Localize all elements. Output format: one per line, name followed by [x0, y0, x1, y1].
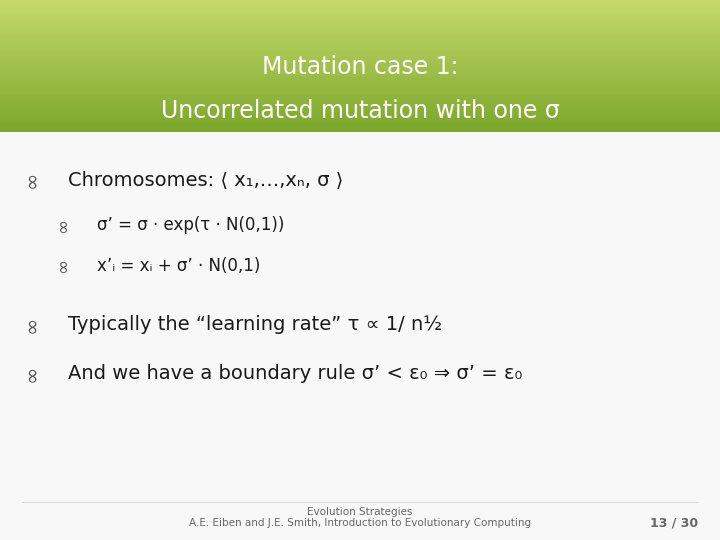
Text: ∞: ∞ — [22, 315, 42, 333]
Text: ∞: ∞ — [54, 258, 72, 273]
Bar — [0, 6, 720, 9]
Bar — [0, 126, 720, 128]
Bar — [0, 64, 720, 66]
Bar — [0, 16, 720, 18]
Bar — [0, 40, 720, 42]
Bar — [0, 75, 720, 77]
Bar — [0, 128, 720, 130]
Text: Evolution Strategies: Evolution Strategies — [307, 507, 413, 517]
Text: 13 / 30: 13 / 30 — [650, 516, 698, 529]
Bar — [0, 59, 720, 62]
Bar — [0, 88, 720, 90]
Bar — [0, 11, 720, 13]
Text: Chromosomes: ⟨ x₁,…,xₙ, σ ⟩: Chromosomes: ⟨ x₁,…,xₙ, σ ⟩ — [68, 170, 343, 189]
Bar — [0, 46, 720, 49]
Text: ∞: ∞ — [22, 365, 42, 382]
Bar — [0, 106, 720, 108]
Bar — [0, 55, 720, 57]
Bar — [0, 53, 720, 55]
Bar — [0, 26, 720, 29]
Bar — [0, 117, 720, 119]
Text: And we have a boundary rule σ’ < ε₀ ⇒ σ’ = ε₀: And we have a boundary rule σ’ < ε₀ ⇒ σ’… — [68, 364, 523, 383]
Bar — [0, 84, 720, 86]
Bar — [0, 119, 720, 122]
Bar — [0, 51, 720, 53]
Bar — [0, 20, 720, 22]
Bar — [0, 79, 720, 82]
Bar — [0, 35, 720, 37]
Bar — [0, 37, 720, 40]
Bar — [0, 24, 720, 26]
Bar — [0, 90, 720, 93]
Bar — [0, 73, 720, 75]
Text: Mutation case 1:: Mutation case 1: — [262, 56, 458, 79]
Bar — [0, 102, 720, 104]
Bar — [0, 31, 720, 33]
Text: ∞: ∞ — [54, 218, 72, 233]
Bar — [0, 97, 720, 99]
Bar — [0, 71, 720, 73]
Text: x’ᵢ = xᵢ + σ’ · N(0,1): x’ᵢ = xᵢ + σ’ · N(0,1) — [97, 256, 261, 275]
Bar — [0, 99, 720, 102]
Bar — [0, 22, 720, 24]
Bar — [0, 29, 720, 31]
Bar — [0, 4, 720, 6]
Bar — [0, 69, 720, 71]
Bar — [0, 108, 720, 110]
Bar — [0, 124, 720, 126]
Bar — [0, 44, 720, 46]
Text: A.E. Eiben and J.E. Smith, Introduction to Evolutionary Computing: A.E. Eiben and J.E. Smith, Introduction … — [189, 518, 531, 528]
Bar — [0, 57, 720, 59]
Bar — [0, 49, 720, 51]
Bar — [0, 93, 720, 95]
Bar — [0, 112, 720, 114]
Bar — [0, 122, 720, 124]
Bar — [0, 42, 720, 44]
Bar — [0, 114, 720, 117]
Bar — [0, 33, 720, 35]
Bar — [0, 13, 720, 16]
Bar — [0, 0, 720, 2]
Bar — [0, 104, 720, 106]
Bar — [0, 18, 720, 20]
Bar — [0, 62, 720, 64]
Bar — [0, 86, 720, 88]
Bar — [0, 82, 720, 84]
Bar — [0, 2, 720, 4]
Bar — [0, 110, 720, 112]
Text: Uncorrelated mutation with one σ: Uncorrelated mutation with one σ — [161, 99, 559, 123]
Bar — [0, 95, 720, 97]
Text: σ’ = σ · exp(τ · N(0,1)): σ’ = σ · exp(τ · N(0,1)) — [97, 216, 284, 234]
Bar — [0, 130, 720, 132]
Bar — [0, 66, 720, 69]
Bar — [0, 77, 720, 79]
Text: Typically the “learning rate” τ ∝ 1/ n½: Typically the “learning rate” τ ∝ 1/ n½ — [68, 314, 443, 334]
Bar — [0, 9, 720, 11]
Text: ∞: ∞ — [22, 171, 42, 188]
